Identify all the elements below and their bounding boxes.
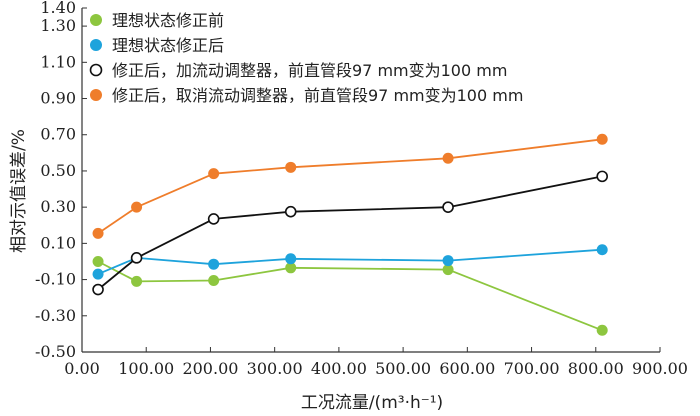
data-point <box>284 205 297 218</box>
x-tick-label: 100.00 <box>118 359 174 378</box>
data-point <box>442 255 454 267</box>
y-tick-label: -0.50 <box>35 342 76 361</box>
y-tick-label: 1.40 <box>40 0 76 17</box>
data-point <box>596 133 608 145</box>
y-tick-label: 1.10 <box>40 52 76 71</box>
x-tick-label: 600.00 <box>439 359 495 378</box>
x-axis-title: 工况流量/(m³·h⁻¹) <box>301 393 443 413</box>
data-point <box>285 253 297 265</box>
y-axis-title: 相对示值误差/% <box>9 129 29 253</box>
legend-marker <box>90 14 102 26</box>
x-tick-label: 400.00 <box>311 359 367 378</box>
legend-marker <box>90 89 102 101</box>
legend-marker <box>90 39 102 51</box>
y-tick-label: 0.30 <box>40 197 76 216</box>
data-point <box>130 252 143 264</box>
y-tick-label: -0.30 <box>35 306 76 325</box>
legend-label: 修正后，取消流动调整器，前直管段97 mm变为100 mm <box>112 86 523 105</box>
data-point <box>442 152 454 164</box>
data-point <box>285 262 297 274</box>
y-tick-label: 0.50 <box>40 161 76 180</box>
x-tick-label: 700.00 <box>504 359 560 378</box>
y-axis-ticks: 1.401.30 1.10 0.90 0.70 0.50 0.30 0.10 -0.10 -0.… <box>35 0 87 361</box>
x-tick-label: 800.00 <box>568 359 624 378</box>
y-tick-label: -0.10 <box>35 270 76 289</box>
legend-label: 修正后，加流动调整器，前直管段97 mm变为100 mm <box>112 61 507 80</box>
x-axis-ticks: 0.00 100.00 200.00 300.00 400.00 500.00 600.00… <box>64 347 688 378</box>
data-point <box>442 201 454 213</box>
x-tick-label: 200.00 <box>182 359 238 378</box>
x-tick-label: 500.00 <box>375 359 431 378</box>
data-point <box>92 268 104 280</box>
legend-label: 理想状态修正后 <box>112 36 224 55</box>
data-point <box>596 170 609 183</box>
data-point <box>92 255 104 267</box>
series-line <box>97 175 603 291</box>
data-point <box>208 258 220 270</box>
series-line <box>97 248 603 275</box>
y-tick-label: 0.90 <box>40 89 76 108</box>
x-tick-label: 300.00 <box>247 359 303 378</box>
data-point <box>131 201 143 213</box>
y-tick-label: 1.30 <box>40 16 76 35</box>
series-line <box>97 260 603 332</box>
data-point <box>92 227 104 239</box>
legend-label: 理想状态修正前 <box>112 11 224 30</box>
series-4 <box>92 133 608 239</box>
legend-marker <box>89 63 103 77</box>
data-point <box>596 244 608 256</box>
data-point <box>208 274 220 286</box>
chart-axes <box>81 8 660 353</box>
series-2 <box>92 244 608 280</box>
data-point <box>208 168 220 180</box>
data-point <box>285 161 297 173</box>
series-3 <box>92 170 609 296</box>
data-point <box>92 283 104 296</box>
data-point <box>596 324 608 336</box>
data-point <box>442 264 454 276</box>
series-layer <box>92 133 609 336</box>
series-1 <box>92 255 608 336</box>
x-tick-label: 900.00 <box>632 359 688 378</box>
series-line <box>97 138 603 235</box>
data-point <box>207 213 220 225</box>
y-tick-label: 0.10 <box>40 233 76 252</box>
y-tick-label: 0.70 <box>40 125 76 144</box>
x-tick-label: 0.00 <box>64 359 100 378</box>
data-point <box>131 275 143 287</box>
